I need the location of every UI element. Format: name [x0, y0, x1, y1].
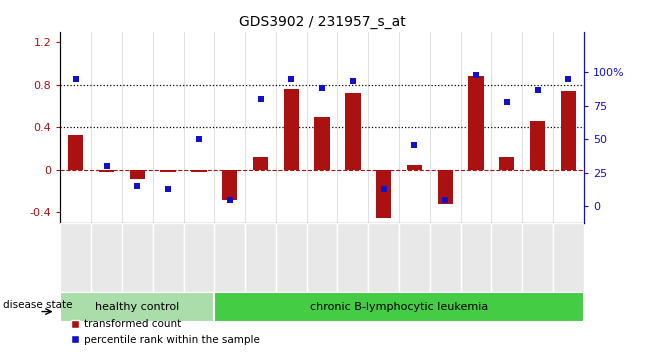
- Bar: [245, 223, 276, 292]
- Bar: [553, 32, 584, 223]
- Bar: [214, 292, 584, 322]
- Bar: [99, 170, 114, 172]
- Bar: [399, 32, 430, 223]
- Bar: [430, 32, 460, 223]
- Text: chronic B-lymphocytic leukemia: chronic B-lymphocytic leukemia: [310, 302, 488, 312]
- Bar: [214, 223, 245, 292]
- Bar: [222, 170, 238, 200]
- Bar: [184, 223, 214, 292]
- Bar: [276, 223, 307, 292]
- Bar: [315, 117, 329, 170]
- Title: GDS3902 / 231957_s_at: GDS3902 / 231957_s_at: [239, 16, 405, 29]
- Bar: [491, 223, 522, 292]
- Bar: [338, 32, 368, 223]
- Bar: [60, 223, 91, 292]
- Bar: [253, 157, 268, 170]
- Bar: [276, 32, 307, 223]
- Bar: [368, 223, 399, 292]
- Bar: [345, 93, 360, 170]
- Bar: [338, 223, 368, 292]
- Bar: [91, 223, 122, 292]
- Bar: [284, 89, 299, 170]
- Bar: [407, 165, 422, 170]
- Bar: [122, 32, 153, 223]
- Bar: [153, 223, 184, 292]
- Bar: [437, 170, 453, 204]
- Bar: [245, 32, 276, 223]
- Bar: [307, 32, 338, 223]
- Bar: [522, 32, 553, 223]
- Bar: [460, 32, 491, 223]
- Bar: [522, 223, 553, 292]
- Bar: [122, 223, 153, 292]
- Bar: [399, 223, 430, 292]
- Bar: [491, 32, 522, 223]
- Bar: [460, 223, 491, 292]
- Bar: [160, 170, 176, 172]
- Text: disease state: disease state: [3, 300, 73, 310]
- Bar: [307, 223, 338, 292]
- Bar: [530, 121, 546, 170]
- Bar: [91, 32, 122, 223]
- Bar: [60, 292, 214, 322]
- Bar: [553, 223, 584, 292]
- Bar: [68, 135, 83, 170]
- Bar: [499, 157, 515, 170]
- Bar: [376, 170, 391, 218]
- Bar: [153, 32, 184, 223]
- Bar: [191, 170, 207, 172]
- Text: healthy control: healthy control: [95, 302, 179, 312]
- Bar: [468, 76, 484, 170]
- Bar: [214, 32, 245, 223]
- Bar: [368, 32, 399, 223]
- Bar: [561, 91, 576, 170]
- Legend: transformed count, percentile rank within the sample: transformed count, percentile rank withi…: [66, 315, 264, 349]
- Bar: [130, 170, 145, 179]
- Bar: [184, 32, 214, 223]
- Bar: [430, 223, 460, 292]
- Bar: [60, 32, 91, 223]
